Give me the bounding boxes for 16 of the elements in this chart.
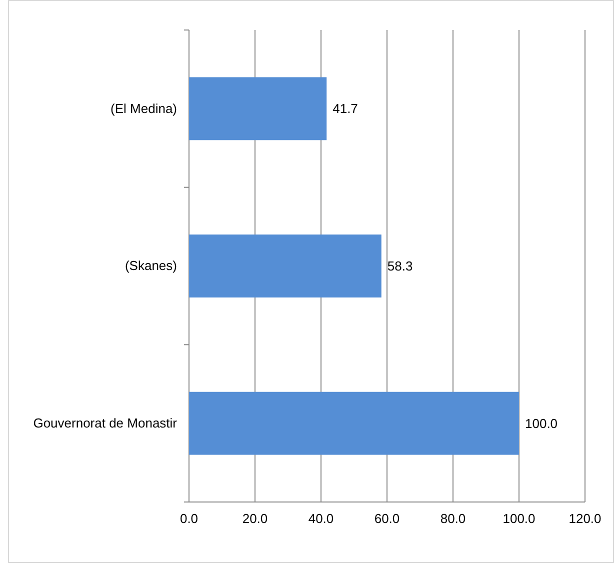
x-tick-label: 0.0 (180, 511, 198, 526)
data-label: 41.7 (332, 101, 358, 116)
y-tick-label: Gouvernorat de Monastir (33, 415, 178, 430)
y-tick-label: (El Medina) (110, 100, 177, 116)
x-tick-label: 60.0 (374, 511, 400, 526)
x-tick-label: 100.0 (502, 511, 536, 526)
y-tick-label: (Skanes) (124, 258, 177, 274)
x-tick-label: 20.0 (242, 511, 268, 526)
data-label: 100.0 (525, 416, 558, 431)
data-label: 58.3 (387, 258, 413, 274)
x-tick-label: 80.0 (440, 511, 466, 526)
bar (189, 234, 382, 298)
bar (189, 392, 519, 455)
x-tick-label: 40.0 (308, 511, 334, 526)
bar (189, 77, 327, 140)
x-tick-label: 120.0 (568, 511, 602, 526)
